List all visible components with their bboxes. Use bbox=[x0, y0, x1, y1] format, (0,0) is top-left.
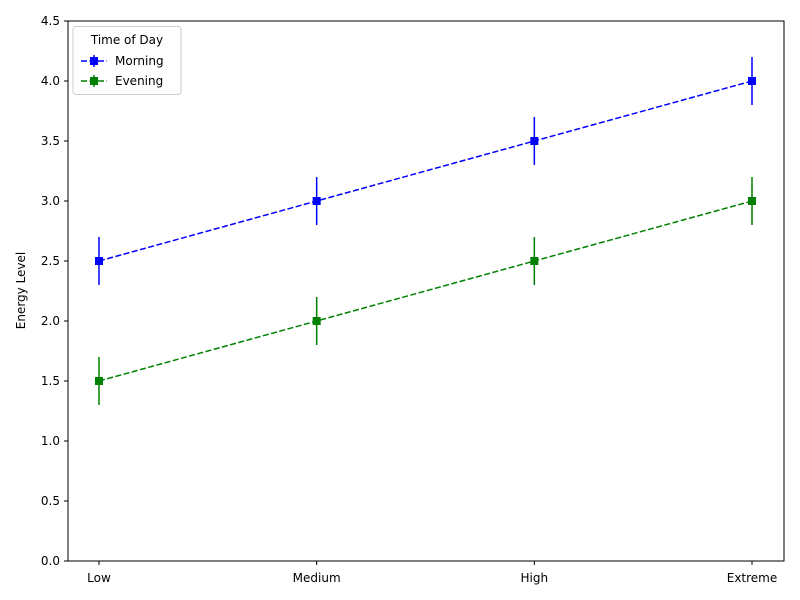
x-tick-label: Extreme bbox=[727, 571, 778, 585]
plot-area bbox=[95, 57, 756, 405]
x-tick-label: Low bbox=[87, 571, 111, 585]
legend-entry-morning: Morning bbox=[81, 54, 164, 68]
legend-marker bbox=[90, 77, 98, 85]
y-tick-label: 0.0 bbox=[41, 554, 60, 568]
axes: 0.0 0.5 1.0 1.5 2.0 2.5 3.0 3.5 4.0 4.5 Low Medium H… bbox=[41, 14, 785, 585]
y-tick-label: 0.5 bbox=[41, 494, 60, 508]
y-tick-label: 2.5 bbox=[41, 254, 60, 268]
x-tick-label: High bbox=[521, 571, 549, 585]
series-line bbox=[98, 200, 753, 382]
y-tick-label: 2.0 bbox=[41, 314, 60, 328]
y-axis-title: Energy Level bbox=[14, 252, 28, 330]
data-point bbox=[95, 377, 103, 385]
legend-marker bbox=[90, 57, 98, 65]
data-point bbox=[748, 197, 756, 205]
y-tick-label: 3.0 bbox=[41, 194, 60, 208]
series-evening bbox=[95, 177, 756, 405]
legend-label: Morning bbox=[115, 54, 164, 68]
y-tick-label: 4.0 bbox=[41, 74, 60, 88]
y-tick-label: 1.0 bbox=[41, 434, 60, 448]
legend-label: Evening bbox=[115, 74, 163, 88]
y-tick-label: 4.5 bbox=[41, 14, 60, 28]
series-morning bbox=[95, 57, 756, 285]
data-point bbox=[312, 317, 321, 325]
data-point bbox=[748, 77, 756, 85]
data-point bbox=[530, 137, 539, 145]
legend-entry-evening: Evening bbox=[81, 74, 163, 88]
data-point bbox=[95, 257, 103, 265]
series-line bbox=[98, 80, 753, 262]
legend: Time of Day Morning Evening bbox=[72, 26, 182, 95]
legend-frame bbox=[72, 26, 182, 95]
y-tick-label: 3.5 bbox=[41, 134, 60, 148]
data-point bbox=[312, 197, 321, 205]
x-tick-label: Medium bbox=[293, 571, 341, 585]
legend-title: Time of Day bbox=[90, 33, 163, 47]
y-tick-label: 1.5 bbox=[41, 374, 60, 388]
axes-frame bbox=[67, 20, 785, 562]
data-point bbox=[530, 257, 539, 265]
